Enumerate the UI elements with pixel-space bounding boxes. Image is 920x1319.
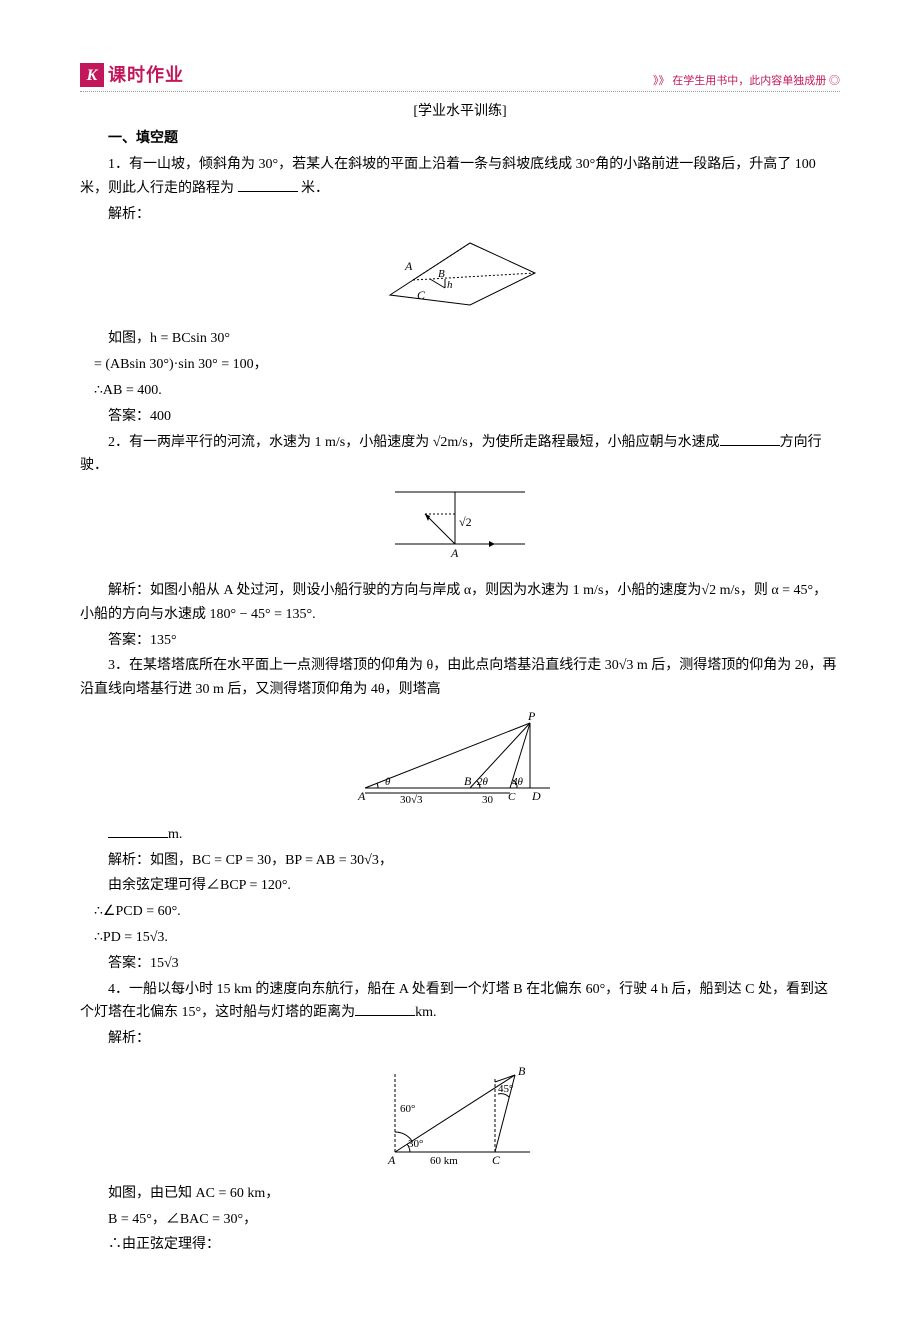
svg-text:P: P: [527, 709, 536, 723]
q3-line2: 由余弦定理可得∠BCP = 120°.: [80, 874, 840, 898]
q4-unit: km.: [415, 1005, 436, 1020]
svg-text:D: D: [531, 789, 541, 803]
q2-b: m/s，为使所走路程最短，小船应朝与水速成: [447, 435, 719, 450]
q3-a: 3．在某塔塔底所在水平面上一点测得塔顶的仰角为 θ，由此点向塔基沿直线行走 30: [108, 658, 619, 673]
svg-text:2θ: 2θ: [477, 776, 489, 788]
note-suffix: ◎: [829, 75, 840, 87]
svg-text:B: B: [464, 774, 472, 788]
q1-line3: ∴AB = 400.: [80, 379, 840, 403]
note-prefix: 》》: [653, 75, 670, 87]
part-heading: 一、填空题: [80, 127, 840, 151]
svg-text:4θ: 4θ: [512, 776, 524, 788]
q3-text: 3．在某塔塔底所在水平面上一点测得塔顶的仰角为 θ，由此点向塔基沿直线行走 30…: [80, 654, 840, 702]
q3-line3: ∴∠PCD = 60°.: [80, 900, 840, 924]
svg-text:30°: 30°: [408, 1138, 423, 1150]
blank: [720, 431, 780, 446]
q1-answer: 答案：400: [80, 405, 840, 429]
q4-line1: 如图，由已知 AC = 60 km，: [80, 1182, 840, 1206]
svg-text:C: C: [492, 1153, 501, 1167]
q1-jiexi-label: 解析：: [80, 203, 840, 227]
section-title: [学业水平训练]: [80, 100, 840, 124]
answer-label: 答案：: [108, 409, 150, 424]
logo-text: 课时作业: [108, 60, 184, 91]
part-heading-text: 一、填空题: [108, 131, 178, 146]
q1-line2: = (ABsin 30°)·sin 30° = 100，: [80, 353, 840, 377]
q3-line4: ∴PD = 15√3.: [80, 926, 840, 950]
sqrt2: √2: [433, 435, 448, 450]
svg-text:√2: √2: [459, 515, 472, 529]
svg-text:C: C: [417, 288, 426, 302]
q3-jiexi: 解析：如图，BC = CP = 30，BP = AB = 30√3，: [80, 849, 840, 873]
svg-text:60 km: 60 km: [430, 1155, 458, 1167]
figure-3: P A B C D θ 2θ 4θ 30√3 30: [80, 708, 840, 817]
q1-text: 1．有一山坡，倾斜角为 30°，若某人在斜坡的平面上沿着一条与斜坡底线成 30°…: [80, 153, 840, 201]
blank: [108, 823, 168, 838]
svg-text:B: B: [518, 1064, 526, 1078]
svg-text:A: A: [387, 1153, 396, 1167]
q2-a: 2．有一两岸平行的河流，水速为 1 m/s，小船速度为: [108, 435, 433, 450]
q1-line1: 如图，h = BCsin 30°: [80, 327, 840, 351]
q4-jiexi-label: 解析：: [80, 1027, 840, 1051]
answer-label: 答案：: [108, 956, 150, 971]
svg-text:30√3: 30√3: [400, 794, 423, 806]
q3-l4a: ∴PD = 15: [94, 930, 150, 945]
q1-unit: 米．: [301, 181, 329, 196]
q4-line2: B = 45°，∠BAC = 30°，: [80, 1208, 840, 1232]
svg-text:A: A: [450, 546, 459, 560]
svg-text:A: A: [357, 789, 366, 803]
q1-body: 1．有一山坡，倾斜角为 30°，若某人在斜坡的平面上沿着一条与斜坡底线成 30°…: [80, 157, 816, 196]
answer-label: 答案：: [108, 633, 150, 648]
figure-2: √2 A: [80, 484, 840, 573]
q1-line1-text: 如图，h = BCsin 30°: [108, 331, 230, 346]
blank: [355, 1001, 415, 1016]
q3-unit: m.: [168, 827, 182, 842]
q2-answer: 答案：135°: [80, 629, 840, 653]
q4-line3: ∴由正弦定理得：: [80, 1233, 840, 1257]
figure-4: A B C 60° 30° 45° 60 km: [80, 1057, 840, 1176]
answer-value: 135°: [150, 633, 177, 648]
header-note: 》》 在学生用书中，此内容单独成册 ◎: [653, 72, 840, 91]
logo-block: K 课时作业: [80, 60, 184, 91]
sqrt2b: √2: [701, 583, 716, 598]
q3-answer: 答案：15√3: [80, 952, 840, 976]
sqrt3d: √3: [150, 930, 165, 945]
q3-l4b: .: [164, 930, 168, 945]
sqrt3c: √3: [364, 853, 379, 868]
q4-text: 4．一船以每小时 15 km 的速度向东航行，船在 A 处看到一个灯塔 B 在北…: [80, 978, 840, 1026]
q3-jiexi-b: ，: [379, 853, 393, 868]
svg-text:B: B: [438, 268, 445, 280]
figure-1: A B h C: [80, 233, 840, 322]
svg-text:A: A: [404, 259, 413, 273]
answer-value: 400: [150, 409, 171, 424]
blank: [238, 177, 298, 192]
sqrt3: √3: [619, 658, 634, 673]
answer-a: 15: [150, 956, 164, 971]
sqrt3e: √3: [164, 956, 179, 971]
q3-blank-line: m.: [80, 823, 840, 847]
q2-text: 2．有一两岸平行的河流，水速为 1 m/s，小船速度为 √2m/s，为使所走路程…: [80, 431, 840, 479]
svg-text:θ: θ: [385, 776, 391, 788]
svg-text:h: h: [447, 279, 453, 291]
q2-jiexi: 解析：如图小船从 A 处过河，则设小船行驶的方向与岸成 α，则因为水速为 1 m…: [80, 579, 840, 627]
q3-jiexi-a: 解析：如图，BC = CP = 30，BP = AB = 30: [108, 853, 364, 868]
q4-body: 4．一船以每小时 15 km 的速度向东航行，船在 A 处看到一个灯塔 B 在北…: [80, 982, 828, 1021]
page-header: K 课时作业 》》 在学生用书中，此内容单独成册 ◎: [80, 60, 840, 92]
q2-jiexi-a: 解析：如图小船从 A 处过河，则设小船行驶的方向与岸成 α，则因为水速为 1 m…: [108, 583, 701, 598]
logo-icon: K: [80, 63, 104, 87]
note-text: 在学生用书中，此内容单独成册: [672, 75, 826, 87]
svg-text:60°: 60°: [400, 1103, 415, 1115]
svg-text:30: 30: [482, 794, 494, 806]
